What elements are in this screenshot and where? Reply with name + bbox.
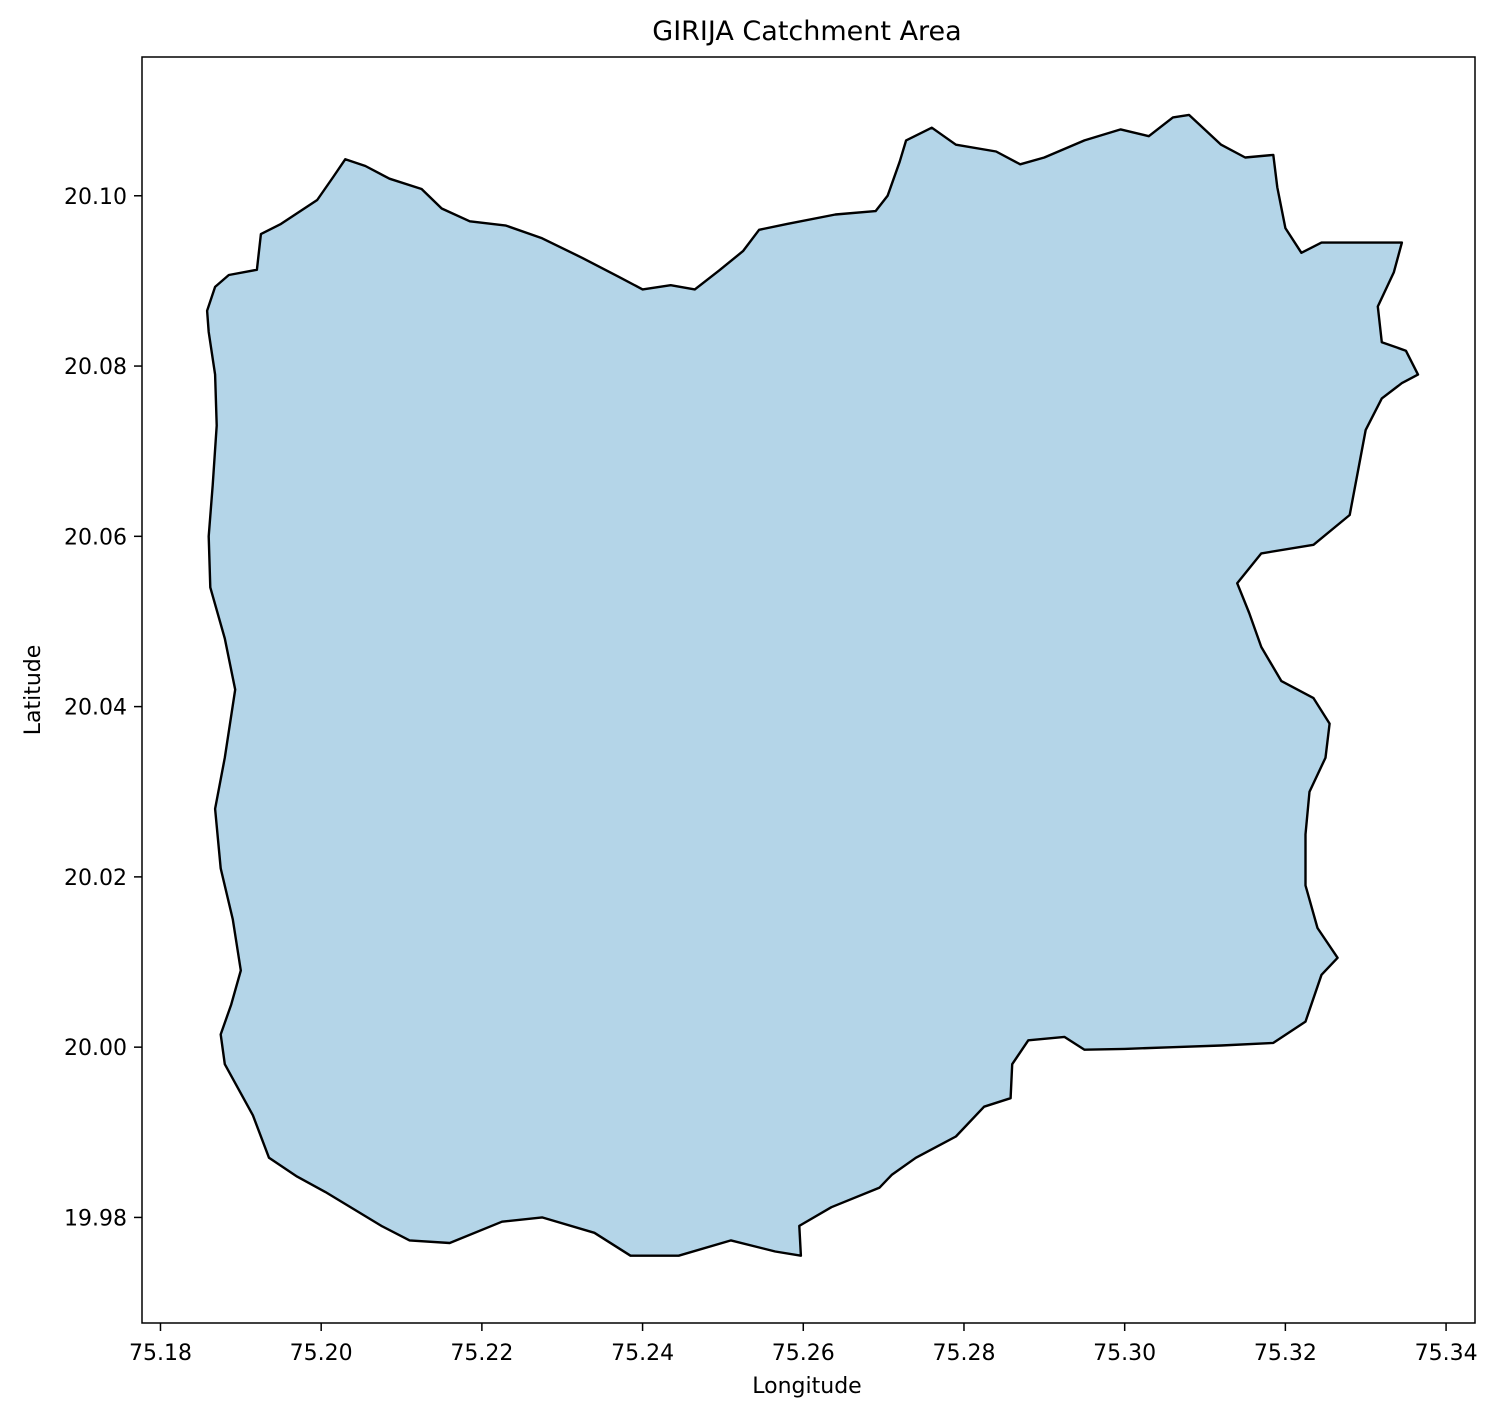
x-tick-label: 75.22 (450, 1341, 513, 1366)
x-tick-label: 75.34 (1415, 1341, 1478, 1366)
map-title: GIRIJA Catchment Area (652, 16, 961, 47)
x-tick-label: 75.20 (290, 1341, 353, 1366)
x-axis-label: Longitude (752, 1374, 861, 1399)
y-tick-label: 20.04 (64, 696, 127, 721)
x-tick-label: 75.18 (129, 1341, 192, 1366)
x-tick-label: 75.28 (932, 1341, 995, 1366)
x-tick-label: 75.30 (1093, 1341, 1156, 1366)
y-tick-label: 20.06 (64, 525, 127, 550)
x-axis: 75.18 75.20 75.22 75.24 75.26 75.28 75.30 75.32… (129, 1323, 1478, 1366)
x-tick-label: 75.26 (772, 1341, 835, 1366)
x-tick-label: 75.24 (611, 1341, 674, 1366)
catchment-polygon (205, 113, 1420, 1257)
plot-frame (141, 56, 1476, 1324)
y-tick-label: 20.08 (64, 355, 127, 380)
x-tick-label: 75.32 (1254, 1341, 1317, 1366)
y-axis-label: Latitude (21, 645, 46, 736)
y-tick-label: 20.02 (64, 866, 127, 891)
y-tick-label: 20.10 (64, 185, 127, 210)
y-tick-label: 20.00 (64, 1036, 127, 1061)
y-tick-label: 19.98 (64, 1206, 127, 1231)
y-axis: 19.98 20.00 20.02 20.04 20.06 20.08 20.10 (64, 185, 142, 1231)
